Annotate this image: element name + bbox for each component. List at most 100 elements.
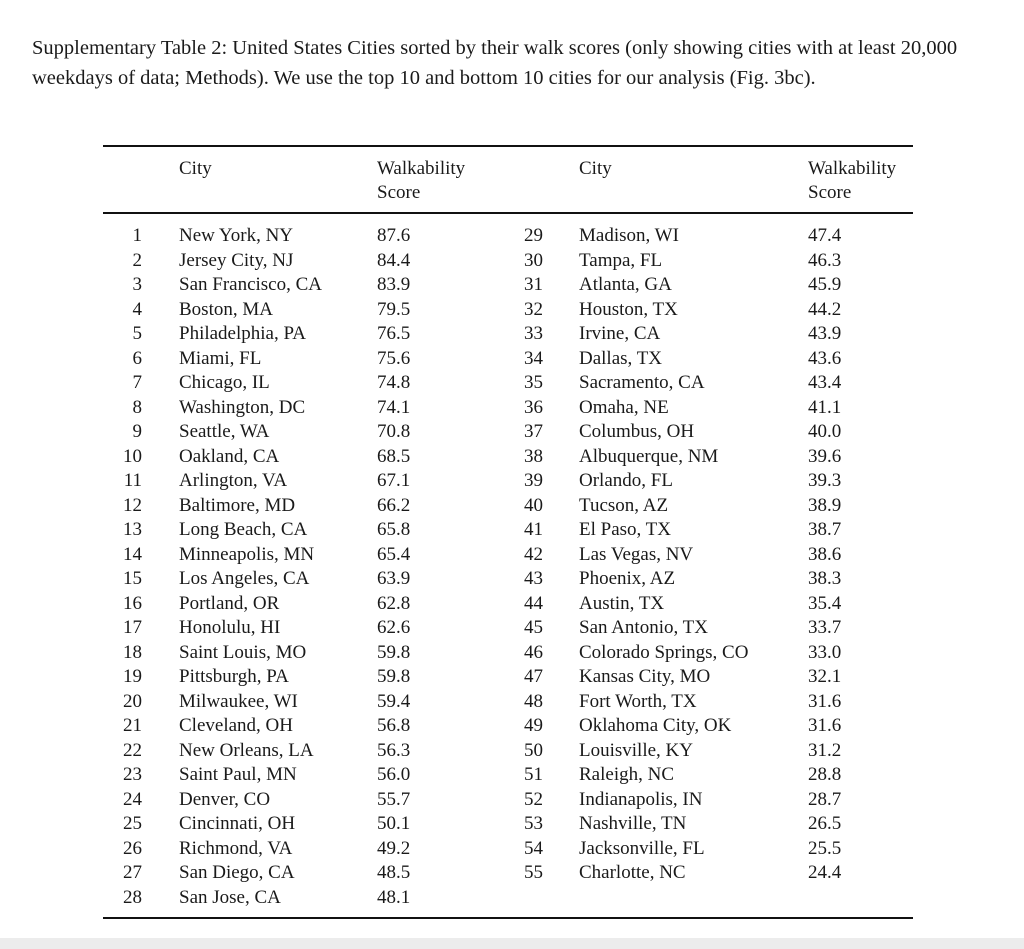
score-cell: 59.8 bbox=[377, 641, 411, 663]
table-row: 23 Saint Paul, MN 56.0 51 Raleigh, NC 28.8 bbox=[0, 763, 1024, 788]
table-row: 6 Miami, FL 75.6 34 Dallas, TX 43.6 bbox=[0, 347, 1024, 372]
table-row: 24 Denver, CO 55.7 52 Indianapolis, IN 28.7 bbox=[0, 788, 1024, 813]
rank-cell: 21 bbox=[123, 715, 142, 736]
rank-cell: 45 bbox=[524, 617, 543, 638]
header-score-line1: Walkability bbox=[377, 158, 466, 179]
rank-cell: 2 bbox=[132, 249, 143, 271]
table-row: 8 Washington, DC 74.1 36 Omaha, NE 41.1 bbox=[0, 396, 1024, 421]
score-cell: 38.6 bbox=[808, 543, 842, 565]
city-cell: Nashville, TN bbox=[579, 813, 687, 834]
rank-cell: 18 bbox=[123, 641, 142, 663]
score-cell: 41.1 bbox=[808, 396, 842, 418]
city-cell: New York, NY bbox=[179, 225, 294, 246]
table-row: 22 New Orleans, LA 56.3 50 Louisville, KY 31.… bbox=[0, 739, 1024, 764]
rank-cell: 3 bbox=[132, 274, 143, 295]
table-row: 28 San Jose, CA 48.1 bbox=[0, 886, 1024, 911]
table-row: 12 Baltimore, MD 66.2 40 Tucson, AZ 38.9 bbox=[0, 494, 1024, 519]
rank-cell: 25 bbox=[123, 813, 142, 834]
city-cell: New Orleans, LA bbox=[179, 739, 314, 761]
rank-cell: 54 bbox=[524, 837, 543, 859]
rank-cell: 39 bbox=[524, 470, 543, 491]
rank-cell: 12 bbox=[123, 494, 142, 516]
city-cell: Miami, FL bbox=[179, 347, 262, 369]
rank-cell: 28 bbox=[123, 886, 142, 908]
rank-cell: 19 bbox=[123, 666, 142, 687]
score-cell: 38.3 bbox=[808, 568, 842, 589]
rank-cell: 9 bbox=[132, 421, 143, 442]
rank-cell: 51 bbox=[524, 764, 543, 785]
rank-cell: 23 bbox=[123, 764, 142, 785]
score-cell: 70.8 bbox=[377, 421, 411, 442]
rank-cell: 17 bbox=[123, 617, 142, 638]
score-cell: 33.0 bbox=[808, 641, 842, 663]
rank-cell: 6 bbox=[132, 347, 143, 369]
score-cell: 48.1 bbox=[377, 886, 411, 908]
rank-cell: 11 bbox=[123, 470, 142, 491]
table-row: 9 Seattle, WA 70.8 37 Columbus, OH 40.0 bbox=[0, 420, 1024, 445]
score-cell: 59.8 bbox=[377, 666, 411, 687]
header-score-line1: Walkability bbox=[808, 158, 897, 179]
table-row: 5 Philadelphia, PA 76.5 33 Irvine, CA 43.9 bbox=[0, 322, 1024, 347]
city-cell: Colorado Springs, CO bbox=[579, 641, 749, 663]
score-cell: 39.3 bbox=[808, 470, 842, 491]
city-cell: Saint Paul, MN bbox=[179, 764, 297, 785]
city-cell: Tampa, FL bbox=[579, 249, 663, 271]
table-row: 21 Cleveland, OH 56.8 49 Oklahoma City, OK 31… bbox=[0, 714, 1024, 739]
score-cell: 79.5 bbox=[377, 298, 411, 320]
score-cell: 39.6 bbox=[808, 445, 842, 467]
city-cell: Tucson, AZ bbox=[579, 494, 669, 516]
city-cell: Long Beach, CA bbox=[179, 519, 308, 540]
score-cell: 84.4 bbox=[377, 249, 411, 271]
table-row: 4 Boston, MA 79.5 32 Houston, TX 44.2 bbox=[0, 298, 1024, 323]
score-cell: 74.8 bbox=[377, 372, 411, 393]
rank-cell: 4 bbox=[132, 298, 143, 320]
rank-cell: 26 bbox=[123, 837, 142, 859]
city-cell: Irvine, CA bbox=[579, 323, 661, 344]
table-row: 11 Arlington, VA 67.1 39 Orlando, FL 39.3 bbox=[0, 469, 1024, 494]
city-cell: Cincinnati, OH bbox=[179, 813, 296, 834]
header-score-left: Walkability Score bbox=[377, 157, 465, 205]
city-cell: San Jose, CA bbox=[179, 886, 281, 908]
city-cell: Raleigh, NC bbox=[579, 764, 674, 785]
city-cell: Washington, DC bbox=[179, 396, 306, 418]
city-cell: Jersey City, NJ bbox=[179, 249, 294, 271]
city-cell: Minneapolis, MN bbox=[179, 543, 315, 565]
rank-cell: 5 bbox=[132, 323, 143, 344]
table-row: 26 Richmond, VA 49.2 54 Jacksonville, FL 25.5 bbox=[0, 837, 1024, 862]
score-cell: 28.8 bbox=[808, 764, 842, 785]
rank-cell: 48 bbox=[524, 690, 543, 712]
score-cell: 66.2 bbox=[377, 494, 411, 516]
city-cell: Omaha, NE bbox=[579, 396, 669, 418]
score-cell: 74.1 bbox=[377, 396, 411, 418]
rank-cell: 38 bbox=[524, 445, 543, 467]
rank-cell: 8 bbox=[132, 396, 143, 418]
city-cell: Honolulu, HI bbox=[179, 617, 281, 638]
city-cell: Boston, MA bbox=[179, 298, 273, 320]
rank-cell: 50 bbox=[524, 739, 543, 761]
city-cell: Sacramento, CA bbox=[579, 372, 705, 393]
table-row: 20 Milwaukee, WI 59.4 48 Fort Worth, TX 31.6 bbox=[0, 690, 1024, 715]
city-cell: Columbus, OH bbox=[579, 421, 695, 442]
rank-cell: 55 bbox=[524, 862, 543, 883]
score-cell: 28.7 bbox=[808, 788, 842, 810]
city-cell: Chicago, IL bbox=[179, 372, 270, 393]
score-cell: 33.7 bbox=[808, 617, 842, 638]
rank-cell: 30 bbox=[524, 249, 543, 271]
rank-cell: 20 bbox=[123, 690, 142, 712]
header-score-line2: Score bbox=[808, 182, 852, 203]
city-cell: San Francisco, CA bbox=[179, 274, 323, 295]
table-row: 18 Saint Louis, MO 59.8 46 Colorado Springs,… bbox=[0, 641, 1024, 666]
score-cell: 62.8 bbox=[377, 592, 411, 614]
city-cell: Portland, OR bbox=[179, 592, 280, 614]
rank-cell: 37 bbox=[524, 421, 543, 442]
score-cell: 50.1 bbox=[377, 813, 411, 834]
city-cell: Phoenix, AZ bbox=[579, 568, 676, 589]
score-cell: 62.6 bbox=[377, 617, 411, 638]
score-cell: 32.1 bbox=[808, 666, 842, 687]
score-cell: 43.4 bbox=[808, 372, 842, 393]
rank-cell: 41 bbox=[524, 519, 543, 540]
rank-cell: 35 bbox=[524, 372, 543, 393]
score-cell: 75.6 bbox=[377, 347, 411, 369]
city-cell: Jacksonville, FL bbox=[579, 837, 705, 859]
header-score-right: Walkability Score bbox=[808, 157, 896, 205]
